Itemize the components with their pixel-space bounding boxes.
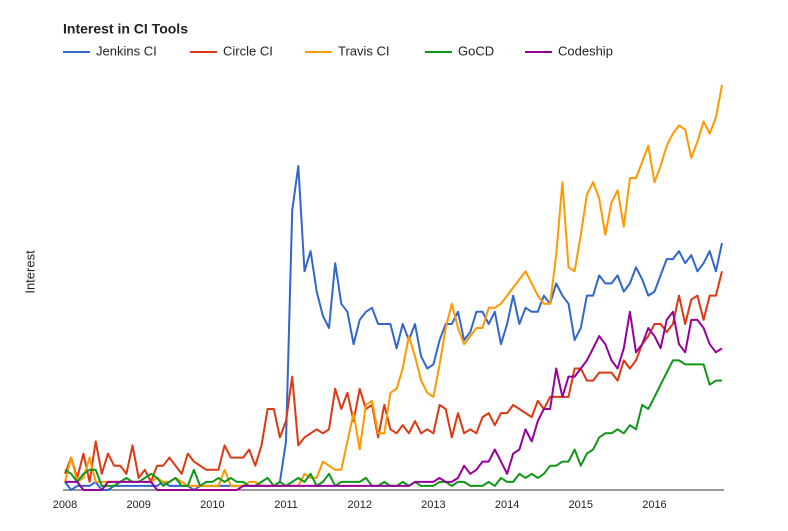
x-tick-label: 2016 <box>642 499 666 511</box>
x-tick-label: 2011 <box>274 499 298 511</box>
legend-label: Codeship <box>558 43 613 58</box>
legend-label: GoCD <box>458 43 494 58</box>
series-line <box>65 310 723 491</box>
x-tick-label: 2010 <box>200 499 224 511</box>
chart-title: Interest in CI Tools <box>63 21 188 37</box>
x-tick-label: 2012 <box>347 499 371 511</box>
x-tick-label: 2013 <box>421 499 445 511</box>
series-line <box>64 84 723 487</box>
legend-label: Travis CI <box>338 43 390 58</box>
x-tick-label: 2015 <box>569 499 593 511</box>
series-line <box>64 271 723 483</box>
x-tick-label: 2014 <box>495 499 519 511</box>
x-tick-label: 2009 <box>126 499 150 511</box>
x-tick-label: 2008 <box>53 499 77 511</box>
legend-label: Jenkins CI <box>96 43 157 58</box>
legend-label: Circle CI <box>223 43 273 58</box>
series-line <box>64 359 722 487</box>
series-line <box>64 165 723 491</box>
y-axis-label: Interest <box>22 250 37 294</box>
